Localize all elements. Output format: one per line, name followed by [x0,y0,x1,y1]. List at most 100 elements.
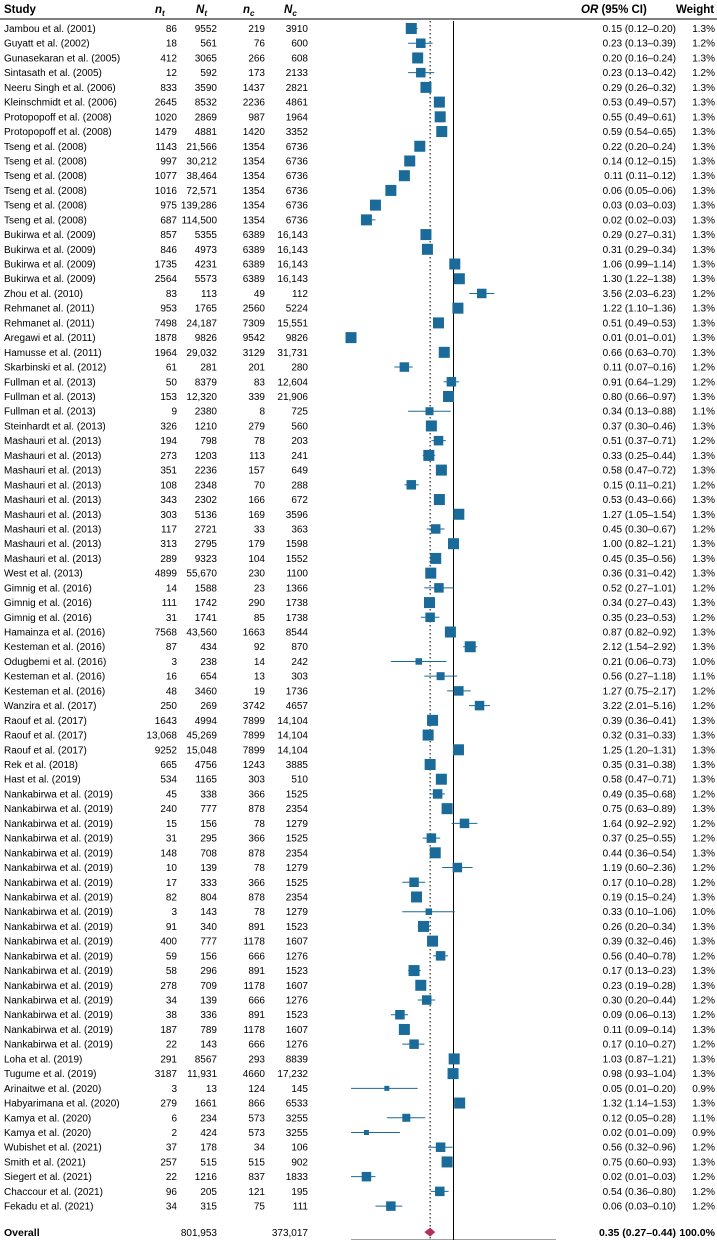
effect-marker [424,759,436,770]
or-ci-value: 0.37 (0.30–0.46) [603,421,676,432]
n-c-value: 113 [249,451,265,462]
or-ci-value: 0.55 (0.49–0.61) [603,112,676,123]
effect-marker [386,1201,396,1211]
weight-value: 1.3% [692,171,715,182]
study-name: Nankabirwa et al. (2019) [4,966,113,977]
or-ci-value: 1.32 (1.14–1.53) [603,1099,676,1110]
header-n-c-sub: c [250,9,255,18]
effect-marker [454,1097,466,1109]
weight-value: 1.2% [692,524,715,535]
study-row: Mashauri et al. (2013) 108 2348 70 288 0.15 (… [4,480,715,491]
study-name: Bukirwa et al. (2009) [4,260,96,271]
n-c-value: 837 [248,1172,265,1183]
n-c-value: 7899 [243,731,266,742]
n-t-value: 534 [160,775,177,786]
weight-value: 1.2% [692,863,715,874]
weight-value: 1.2% [692,39,715,50]
weight-value: 1.3% [692,466,715,477]
study-name: Nankabirwa et al. (2019) [4,996,113,1007]
study-name: Nankabirwa et al. (2019) [4,1010,113,1021]
weight-value: 0.9% [692,1128,715,1139]
N-t-value: 178 [200,1143,217,1154]
study-row: Tseng et al. (2008) 1143 21,566 1354 6736 0.2… [4,142,715,153]
n-t-value: 117 [161,524,177,535]
study-row: Fullman et al. (2013) 50 8379 83 12,604 0.91 … [4,377,715,388]
n-t-value: 31 [166,613,178,624]
N-t-value: 1661 [195,1099,218,1110]
study-row: Bukirwa et al. (2009) 1735 4231 6389 16,143 1… [4,260,715,271]
N-t-value: 1741 [195,613,218,624]
N-c-value: 870 [291,642,308,653]
or-ci-value: 0.17 (0.10–0.28) [603,878,676,889]
study-row: Arinaitwe et al. (2020) 3 13 124 145 0.05 (0.… [4,1084,715,1095]
n-t-value: 1077 [155,171,178,182]
study-name: Fullman et al. (2013) [4,377,96,388]
N-t-value: 205 [200,1187,217,1198]
study-name: Skarbinski et al. (2012) [4,363,106,374]
study-name: Mashauri et al. (2013) [4,480,101,491]
study-row: Hast et al. (2019) 534 1165 303 510 0.58 (0.4… [4,775,715,786]
n-t-value: 22 [166,1172,178,1183]
study-row: Wubishet et al. (2021) 37 178 34 106 0.56 (0.… [4,1143,715,1154]
weight-value: 1.3% [692,1157,715,1168]
study-name: Nankabirwa et al. (2019) [4,981,113,992]
study-name: Zhou et al. (2010) [4,289,83,300]
header-N-c-sub: c [292,9,297,18]
n-c-value: 34 [254,1143,266,1154]
N-t-value: 139 [200,996,217,1007]
effect-marker [427,935,439,947]
n-t-value: 17 [166,878,178,889]
n-c-value: 3129 [243,348,266,359]
N-c-value: 2133 [286,68,309,79]
effect-marker [416,67,426,78]
n-t-value: 313 [160,539,177,550]
study-name: Nankabirwa et al. (2019) [4,804,113,815]
N-t-value: 238 [200,657,217,668]
n-t-value: 291 [160,1054,177,1065]
n-t-value: 12 [166,68,178,79]
N-t-value: 45,269 [186,731,217,742]
or-ci-value: 0.23 (0.13–0.39) [603,39,676,50]
weight-value: 1.3% [692,510,715,521]
weight-value: 1.3% [692,1069,715,1080]
N-c-value: 195 [291,1187,308,1198]
study-name: Odugbemi et al. (2016) [4,657,106,668]
N-t-value: 2236 [195,466,218,477]
header-N-c: Nc [284,4,297,18]
N-t-value: 2302 [195,495,218,506]
n-t-value: 400 [160,937,177,948]
weight-value: 1.2% [692,701,715,712]
n-c-value: 290 [248,598,265,609]
study-row: Gunasekaran et al. (2005) 412 3065 266 608 0.… [4,53,715,64]
n-t-value: 6 [171,1113,177,1124]
N-t-value: 4881 [195,127,218,138]
weight-value: 1.3% [692,304,715,315]
weight-value: 1.2% [692,686,715,697]
N-t-value: 156 [200,819,217,830]
or-ci-value: 0.53 (0.43–0.66) [603,495,676,506]
n-c-value: 7309 [243,318,266,329]
study-row: Guyatt et al. (2002) 18 561 76 600 0.23 (0.13… [4,39,715,50]
n-t-value: 4899 [155,569,178,580]
study-name: Nankabirwa et al. (2019) [4,878,113,889]
study-row: Kesteman et al. (2016) 16 654 13 303 0.56 (0.… [4,672,715,683]
n-t-value: 18 [166,39,178,50]
effect-marker [433,494,445,506]
n-t-value: 111 [162,598,178,609]
weight-value: 1.2% [692,480,715,491]
n-c-value: 573 [248,1128,265,1139]
effect-marker [404,155,416,167]
n-t-value: 289 [160,554,177,565]
n-t-value: 59 [166,951,178,962]
study-name: Siegert et al. (2021) [4,1172,92,1183]
or-ci-value: 0.05 (0.01–0.20) [603,1084,676,1095]
n-c-value: 366 [248,789,265,800]
N-t-value: 139 [200,863,217,874]
N-c-value: 145 [291,1084,308,1095]
n-c-value: 75 [254,1202,266,1213]
n-t-value: 82 [166,892,178,903]
N-t-value: 1765 [195,304,218,315]
n-c-value: 78 [254,863,266,874]
weight-value: 1.2% [692,583,715,594]
or-ci-value: 0.02 (0.02–0.03) [603,215,676,226]
